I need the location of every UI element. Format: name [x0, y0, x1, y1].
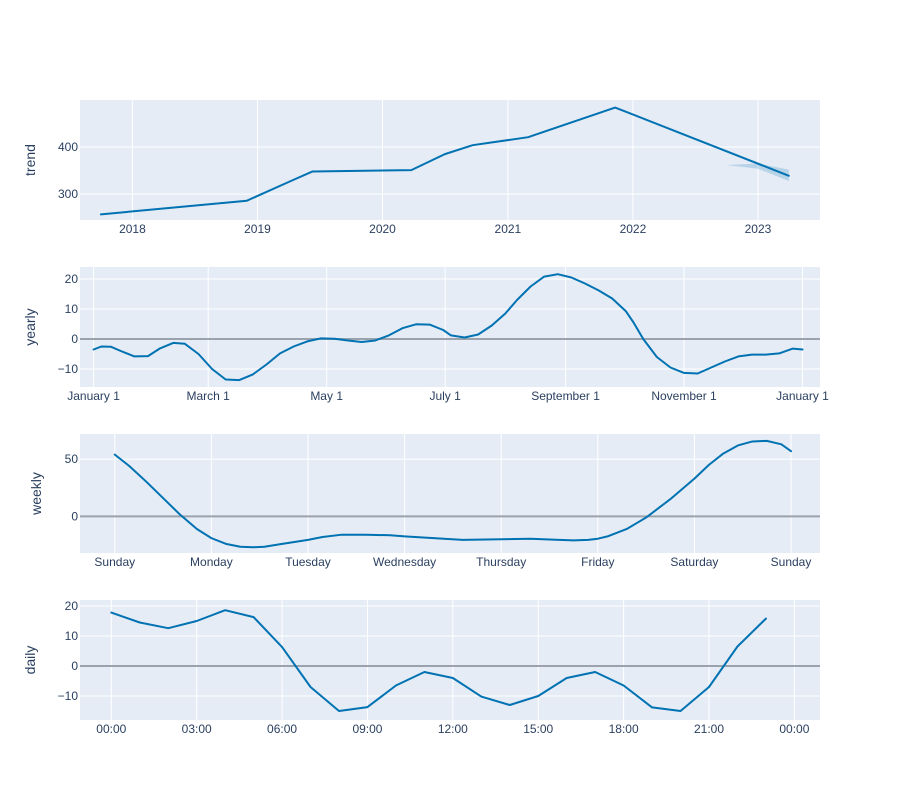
weekly-x-tick-label: Sunday [771, 555, 812, 569]
weekly-gridlines [80, 434, 820, 553]
weekly-x-tick-label: Thursday [476, 555, 526, 569]
weekly-series-line [113, 439, 793, 549]
weekly-tick-labels: Sunday Monday Tuesday Wednesday Thursday Frid… [65, 452, 812, 569]
yearly-series-line [92, 273, 804, 382]
yearly-x-tick-label: July 1 [429, 389, 461, 403]
trend-data [99, 106, 790, 216]
weekly-plot-area [80, 434, 820, 553]
trend-series-line [99, 106, 790, 216]
daily-axis-title: daily [22, 646, 38, 675]
daily-x-tick-label: 12:00 [438, 722, 468, 736]
daily-data [110, 609, 767, 712]
trend-y-tick-label: 400 [58, 140, 78, 154]
trend-subplot: 2018 2019 2020 2021 2022 2023 300 400 trend [22, 100, 820, 236]
weekly-x-tick-label: Sunday [94, 555, 135, 569]
daily-y-tick-label: 10 [65, 629, 79, 643]
yearly-y-tick-label: 10 [65, 302, 79, 316]
yearly-x-tick-label: November 1 [651, 389, 717, 403]
weekly-x-tick-label: Friday [581, 555, 614, 569]
trend-x-tick-label: 2021 [495, 222, 522, 236]
weekly-x-tick-label: Wednesday [373, 555, 436, 569]
daily-x-tick-label: 09:00 [352, 722, 382, 736]
trend-gridlines [80, 100, 820, 220]
daily-y-tick-label: −10 [58, 689, 79, 703]
daily-x-tick-label: 21:00 [694, 722, 724, 736]
weekly-x-tick-label: Tuesday [285, 555, 331, 569]
weekly-subplot: Sunday Monday Tuesday Wednesday Thursday Frid… [28, 434, 820, 569]
trend-x-tick-label: 2019 [244, 222, 271, 236]
trend-x-tick-label: 2020 [369, 222, 396, 236]
yearly-x-tick-label: January 1 [67, 389, 120, 403]
daily-x-tick-label: 18:00 [609, 722, 639, 736]
yearly-y-tick-label: 0 [71, 332, 78, 346]
daily-x-tick-label: 03:00 [182, 722, 212, 736]
yearly-y-tick-label: 20 [65, 272, 79, 286]
weekly-axis-title: weekly [28, 472, 44, 516]
weekly-x-tick-label: Monday [190, 555, 233, 569]
daily-y-tick-label: 20 [65, 599, 79, 613]
trend-uncertainty-band [726, 163, 789, 181]
yearly-axis-title: yearly [22, 308, 38, 345]
yearly-gridlines [80, 267, 820, 387]
trend-plot-area [80, 100, 820, 220]
weekly-y-tick-label: 50 [65, 452, 79, 466]
daily-tick-labels: 00:00 03:00 06:00 09:00 12:00 15:00 18:00 21:00… [58, 599, 810, 736]
trend-axis-title: trend [22, 144, 38, 176]
daily-plot-area [80, 600, 820, 720]
yearly-data [92, 273, 804, 382]
yearly-subplot: January 1 March 1 May 1 July 1 September 1 No… [22, 267, 829, 403]
yearly-y-tick-label: −10 [58, 362, 79, 376]
daily-x-tick-label: 00:00 [779, 722, 809, 736]
yearly-x-tick-label: September 1 [531, 389, 600, 403]
yearly-tick-labels: January 1 March 1 May 1 July 1 September 1 No… [58, 272, 830, 403]
daily-series-line [110, 609, 767, 712]
yearly-x-tick-label: March 1 [187, 389, 231, 403]
yearly-plot-area [80, 267, 820, 387]
trend-y-tick-label: 300 [58, 187, 78, 201]
weekly-y-tick-label: 0 [71, 509, 78, 523]
weekly-data [113, 439, 793, 549]
daily-x-tick-label: 00:00 [96, 722, 126, 736]
daily-gridlines [80, 600, 820, 720]
daily-x-tick-label: 15:00 [523, 722, 553, 736]
daily-y-tick-label: 0 [71, 659, 78, 673]
trend-x-tick-label: 2018 [119, 222, 146, 236]
trend-x-tick-label: 2022 [620, 222, 647, 236]
weekly-x-tick-label: Saturday [670, 555, 718, 569]
daily-subplot: 00:00 03:00 06:00 09:00 12:00 15:00 18:00 21:00… [22, 599, 820, 736]
yearly-x-tick-label: May 1 [310, 389, 343, 403]
trend-tick-labels: 2018 2019 2020 2021 2022 2023 300 400 [58, 140, 772, 236]
trend-x-tick-label: 2023 [745, 222, 772, 236]
daily-x-tick-label: 06:00 [267, 722, 297, 736]
yearly-x-tick-label: January 1 [776, 389, 829, 403]
